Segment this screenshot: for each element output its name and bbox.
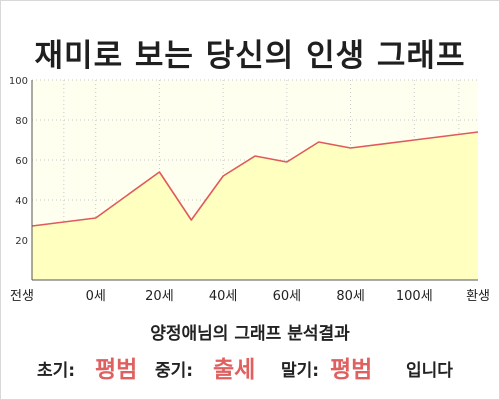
analysis-result-line: 초기: 평범 중기: 출세 말기: 평범 입니다 <box>0 346 500 383</box>
late-stage-label: 말기: <box>281 361 320 381</box>
x-tick-label: 20세 <box>145 289 174 304</box>
x-tick-label: 환생 <box>466 289 490 304</box>
middle-stage-value: 출세 <box>213 357 256 383</box>
analysis-summary-title: 양정애님의 그래프 분석결과 <box>150 324 350 344</box>
life-line-series <box>31 131 479 227</box>
y-tick-label: 100 <box>9 76 28 87</box>
chart-title: 재미로 보는 당신의 인생 그래프 <box>34 38 466 74</box>
y-tick-label: 20 <box>15 236 28 247</box>
x-tick-label: 전생 <box>10 289 34 304</box>
x-tick-label: 60세 <box>273 289 302 304</box>
y-tick-label: 40 <box>15 196 28 207</box>
x-tick-label: 40세 <box>209 289 238 304</box>
x-tick-label: 100세 <box>396 289 433 304</box>
result-ending-text: 입니다 <box>406 361 453 381</box>
x-tick-label: 80세 <box>336 289 365 304</box>
x-tick-label: 0세 <box>86 289 106 304</box>
y-tick-label: 80 <box>15 116 28 127</box>
early-stage-value: 평범 <box>95 357 138 383</box>
middle-stage-label: 중기: <box>155 361 194 381</box>
early-stage-label: 초기: <box>37 361 76 381</box>
y-tick-label: 60 <box>15 156 28 167</box>
area-fill <box>32 132 478 280</box>
late-stage-value: 평범 <box>330 357 373 383</box>
